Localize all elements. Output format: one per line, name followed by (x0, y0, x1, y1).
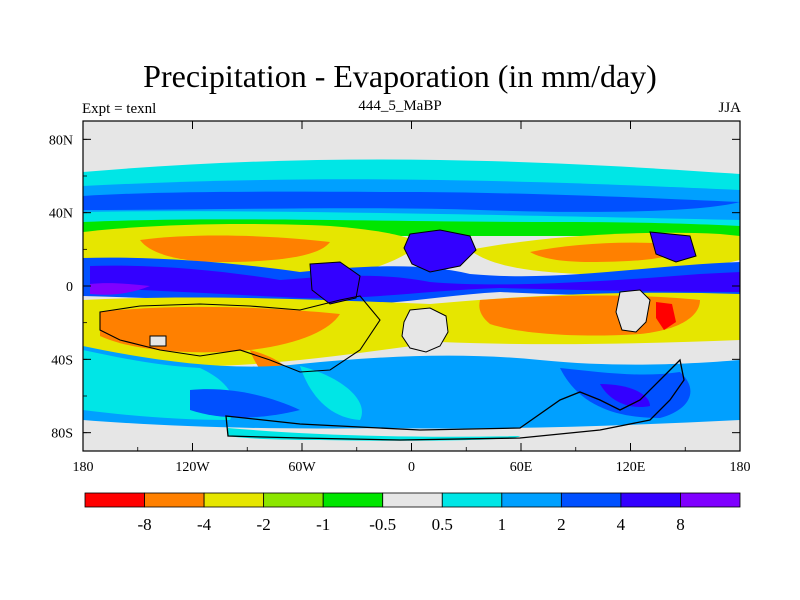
colorbar-label: 0.5 (432, 515, 453, 534)
colorbar-label: 2 (557, 515, 566, 534)
colorbar-label: -1 (316, 515, 330, 534)
small-land-mask (149, 335, 167, 347)
colorbar-label: 1 (498, 515, 507, 534)
north-blue-band (83, 191, 740, 212)
north-pacific-orange (140, 235, 330, 262)
south-atlantic-cyan (300, 366, 362, 420)
season-label: JJA (718, 100, 741, 116)
itcz-indigo (90, 265, 740, 299)
colorbar-swatch (144, 492, 205, 508)
antarctic-coastline (225, 358, 685, 441)
extreme-dry-spot (656, 302, 676, 330)
colorbar-swatch (680, 492, 741, 508)
x-tick-label: 180 (730, 460, 751, 475)
colorbar-swatch (382, 492, 443, 508)
colorbar-swatch (501, 492, 562, 508)
x-tick-label: 120W (175, 460, 210, 475)
southern-continent-mask (401, 307, 449, 353)
y-tick-label: 80S (51, 427, 73, 442)
y-tick-label: 80N (49, 133, 73, 148)
equatorial-continent (309, 261, 361, 305)
northern-continent (403, 229, 477, 273)
colorbar-label: -2 (257, 515, 271, 534)
colorbar-label: -4 (197, 515, 212, 534)
y-axis: 80N 40N 0 40S 80S (49, 133, 740, 442)
colorbar-swatch (84, 492, 145, 508)
south-pacific-blue (190, 389, 300, 418)
colorbar-swatch (263, 492, 324, 508)
asia-orange (530, 242, 690, 262)
colorbar-label: -8 (137, 515, 151, 534)
x-axis: 180 120W 60W 0 60E 120E 180 (73, 121, 751, 475)
experiment-label: Expt = texnl (82, 101, 157, 117)
x-tick-label: 180 (73, 460, 94, 475)
map-title: Precipitation - Evaporation (in mm/day) (143, 58, 657, 94)
x-tick-label: 60E (510, 460, 533, 475)
map-subtitle: 444_5_MaBP (358, 98, 442, 114)
x-tick-label: 60W (288, 460, 316, 475)
colorbar-swatch (322, 492, 384, 508)
antarctic-neutral (83, 422, 740, 451)
itcz-violet-west (90, 283, 150, 295)
y-tick-label: 0 (66, 280, 73, 295)
colorbar-swatch (441, 492, 503, 508)
x-tick-label: 120E (616, 460, 646, 475)
colorbar-label: -0.5 (369, 515, 396, 534)
colorbar-label: 4 (617, 515, 626, 534)
colorbar-swatch (560, 492, 622, 508)
y-tick-label: 40S (51, 353, 73, 368)
y-tick-label: 40N (49, 207, 73, 222)
colorbar-swatch (620, 492, 681, 508)
colorbar-swatch (203, 492, 265, 508)
colorbar: -8 -4 -2 -1 -0.5 0.5 1 2 4 8 (84, 492, 741, 534)
contour-field (83, 121, 740, 451)
colorbar-label: 8 (676, 515, 685, 534)
x-tick-label: 0 (408, 460, 415, 475)
northeast-land (649, 231, 697, 263)
southern-landmass-outline (99, 295, 381, 373)
eastern-continent-mask (615, 289, 651, 333)
